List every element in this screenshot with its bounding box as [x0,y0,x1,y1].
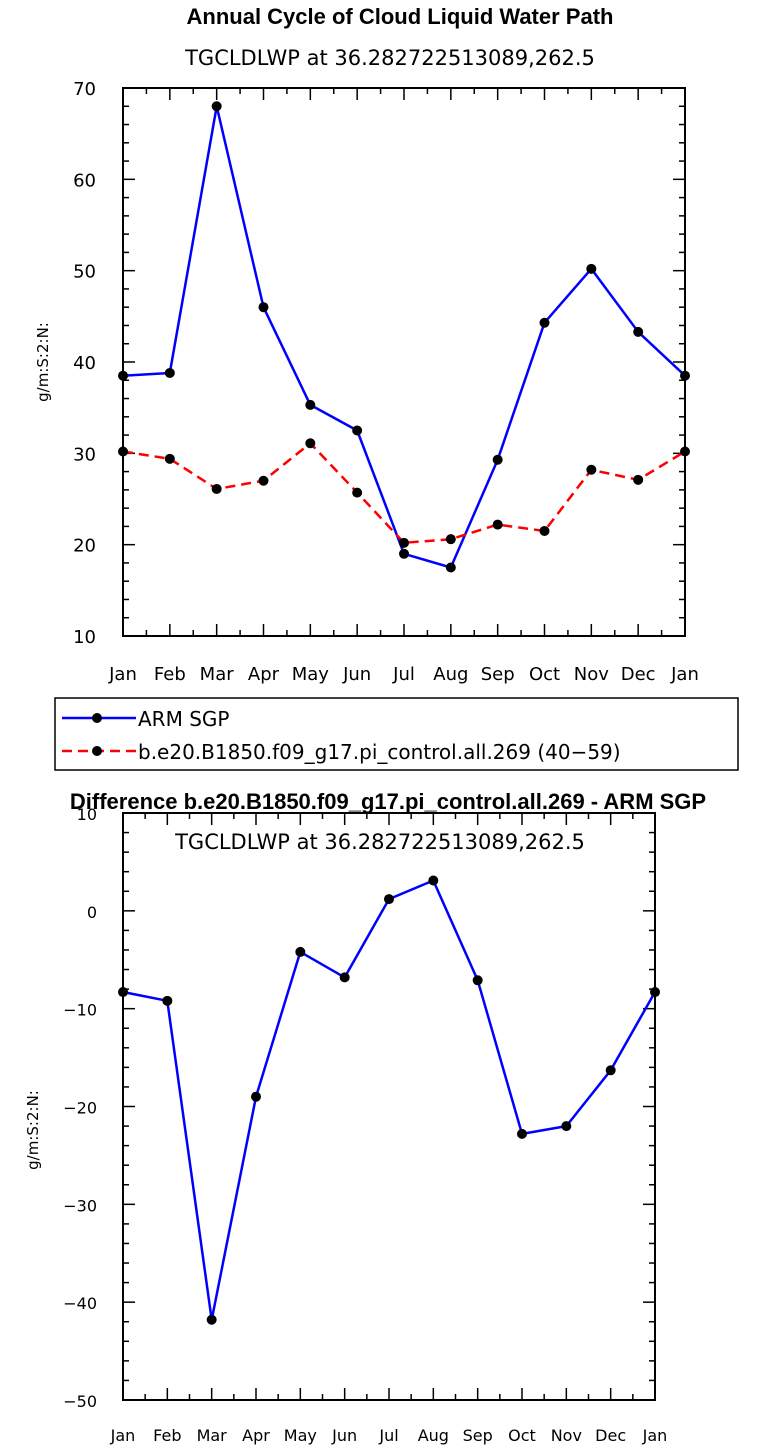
chart-1-series-arm-sgp-point [445,562,456,573]
chart-1-series-b-e20-b1850-f09-g17--point [492,519,503,530]
chart-1-x-tick-label-jun: Jun [342,664,371,685]
chart-1-series-b-e20-b1850-f09-g17--point [118,446,128,457]
chart-1-x-tick-label-apr: Apr [248,664,280,685]
chart-1-series-b-e20-b1850-f09-g17--point [445,534,456,545]
chart-1-series-b-e20-b1850-f09-g17--point [633,474,644,485]
chart-1-series-arm-sgp-point [492,454,503,465]
chart-1-y-tick-label: 20 [73,536,96,557]
chart-2-y-tick-label: 0 [87,903,97,922]
chart-1-x-tick-label-jul: Jul [392,664,415,685]
legend-marker-model [92,746,102,756]
chart-2-y-tick-label: −40 [63,1294,97,1313]
chart-2-series-difference-point [295,946,306,957]
chart-1-series-arm-sgp-point [633,326,644,337]
chart-2-y-tick-label: 10 [77,805,97,824]
chart-1-series-arm-sgp-point [680,370,690,381]
chart-1-series-b-e20-b1850-f09-g17--line [122,442,686,545]
chart-1-x-tick-label-feb: Feb [154,664,186,685]
chart-2-x-tick-label-aug: Aug [418,1426,449,1445]
chart-2-x-tick-label-apr: Apr [242,1426,270,1445]
chart-1-x-tick-label-oct: Oct [529,664,560,685]
legend-label-arm-sgp: ARM SGP [138,707,229,731]
legend-marker-arm-sgp [92,713,102,723]
chart-2-y-tick-label: −50 [63,1392,97,1411]
chart-2-series-difference-point [605,1065,616,1076]
chart-2-x-tick-label-may: May [284,1426,317,1445]
legend-box [54,697,739,771]
chart-2-series-difference-point [339,972,350,983]
chart-1-series-arm-sgp-point [352,425,363,436]
chart-1-series-arm-sgp-point [539,317,550,328]
chart-1-x-tick-label-nov: Nov [574,664,609,685]
chart-2-series-difference-point [561,1121,572,1132]
chart-2-y-tick-label: −10 [63,1001,97,1020]
chart-2-x-tick-label-dec: Dec [595,1426,626,1445]
chart-1-series-arm-sgp-point [211,101,222,112]
chart-1-y-tick-label: 30 [73,444,96,465]
chart-1-series-b-e20-b1850-f09-g17--point [586,464,597,475]
chart-2-series-difference-point [118,987,128,998]
chart-2-x-tick-label-jul: Jul [378,1426,398,1445]
chart-1-series-b-e20-b1850-f09-g17--point [539,525,550,536]
chart-1-x-tick-label-jan: Jan [108,664,137,685]
chart-1-x-tick-label-dec: Dec [621,664,656,685]
chart-2-y-axis-label: g/m:S:2:N: [24,1090,42,1170]
legend-label-model: b.e20.B1850.f09_g17.pi_control.all.269 (… [138,740,621,764]
chart-1-y-tick-label: 10 [73,627,96,648]
chart-2-series-difference-point [206,1314,217,1325]
chart-1-y-tick-label: 40 [73,353,96,374]
chart-2-series-difference-point [650,987,660,998]
chart-2-x-tick-label-sep: Sep [463,1426,493,1445]
chart-1-y-tick-label: 50 [73,262,96,283]
chart-2-subtitle: TGCLDLWP at 36.282722513089,262.5 [174,830,585,854]
chart-1-plot-area: 10 20 30 40 50 60 70 Jan Feb Mar Apr May Jun Jul Aug Se… [73,79,699,685]
chart-1-series-arm-sgp-point [305,399,316,410]
chart-2-x-tick-label-nov: Nov [551,1426,582,1445]
chart-1-x-tick-label-sep: Sep [481,664,515,685]
chart-1-title: Annual Cycle of Cloud Liquid Water Path [187,4,614,29]
chart-2-series-difference-point [251,1091,261,1102]
chart-1-x-tick-label-jan: Jan [670,664,699,685]
chart-2-y-tick-label: −20 [63,1099,97,1118]
chart-2-series-difference-point [517,1128,527,1139]
chart-2-series-difference-point [472,975,483,986]
chart-1-y-tick-label: 60 [73,170,96,191]
chart-2-x-tick-label-oct: Oct [508,1426,536,1445]
chart-2-x-tick-label-mar: Mar [197,1426,228,1445]
chart-1-series-arm-sgp-point [258,302,269,313]
chart-2-y-tick-label: −30 [63,1196,97,1215]
chart-2-x-tick-label-jan: Jan [642,1426,668,1445]
chart-1-series-b-e20-b1850-f09-g17--point [305,438,316,449]
chart-2-series-difference-point [428,875,439,886]
chart-1-y-tick-label: 70 [73,79,96,100]
chart-1-x-tick-label-aug: Aug [433,664,468,685]
chart-1-y-axis-label: g/m:S:2:N: [34,322,52,402]
chart-1-subtitle: TGCLDLWP at 36.282722513089,262.5 [184,46,595,70]
chart-2-x-tick-label-jan: Jan [110,1426,136,1445]
chart-2-series-difference-point [162,995,173,1006]
chart-1-series-b-e20-b1850-f09-g17--point [258,475,269,486]
chart-1-series-b-e20-b1850-f09-g17--point [164,453,175,464]
legend: ARM SGP b.e20.B1850.f09_g17.pi_control.a… [54,697,739,771]
chart-1-x-tick-label-mar: Mar [200,664,235,685]
chart-1-series-arm-sgp-line [122,105,686,569]
chart-2-series-difference-line [122,879,657,1322]
chart-1-series-b-e20-b1850-f09-g17--point [211,483,222,494]
chart-1-series-b-e20-b1850-f09-g17--point [399,537,409,548]
chart-1-x-tick-label-may: May [292,664,330,685]
chart-2-title: Difference b.e20.B1850.f09_g17.pi_contro… [70,789,706,814]
chart-2-series-difference-point [384,894,394,905]
chart-1-series-arm-sgp-point [118,370,128,381]
chart-1-series-arm-sgp-point [399,548,409,559]
chart-2-x-tick-label-jun: Jun [331,1426,357,1445]
chart-1-series-arm-sgp-point [164,367,175,378]
chart-1-series-b-e20-b1850-f09-g17--point [352,487,363,498]
chart-1-series-arm-sgp-point [586,263,597,274]
chart-2-plot-area: −50 −40 −30 −20 −10 0 10 Jan Feb Mar Apr May Jun Jul A… [63,805,667,1445]
chart-2-x-tick-label-feb: Feb [153,1426,181,1445]
chart-1-series-b-e20-b1850-f09-g17--point [680,446,690,457]
